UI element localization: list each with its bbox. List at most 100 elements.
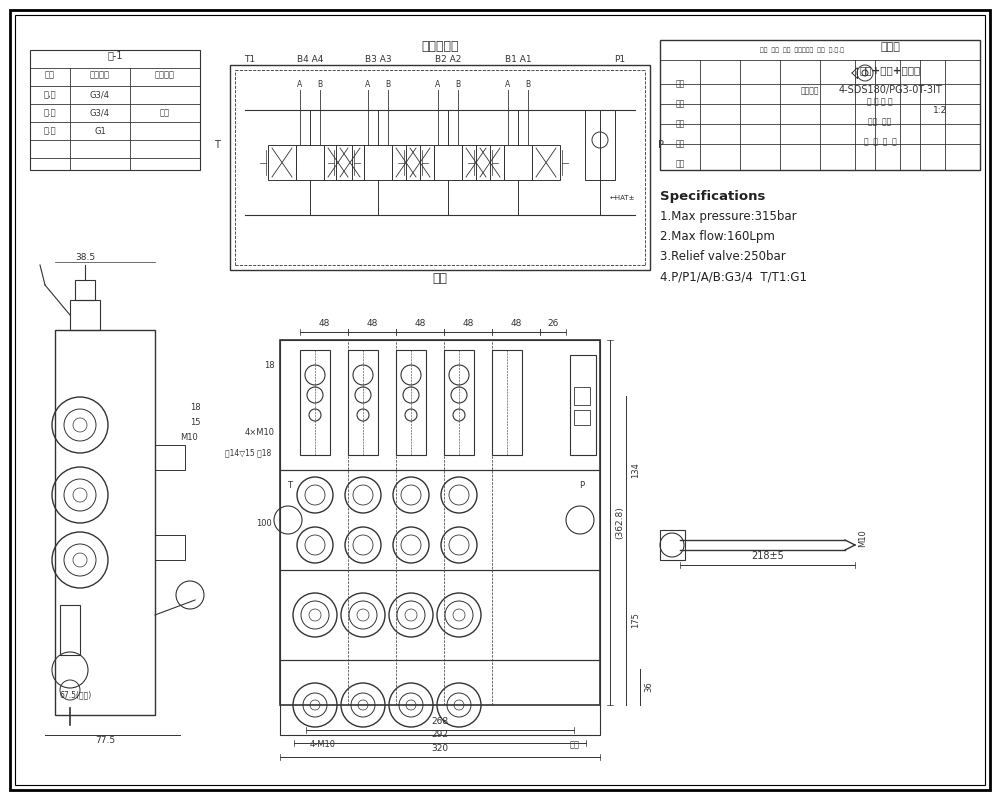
Text: T: T bbox=[214, 140, 220, 150]
Text: B: B bbox=[385, 80, 391, 89]
Text: 材料标记: 材料标记 bbox=[801, 86, 819, 95]
Text: 18: 18 bbox=[264, 361, 275, 370]
Bar bbox=[348, 350, 378, 455]
Text: 1.Max pressure:315bar: 1.Max pressure:315bar bbox=[660, 210, 797, 223]
Bar bbox=[155, 535, 185, 560]
Text: 15: 15 bbox=[190, 418, 200, 427]
Text: B3 A3: B3 A3 bbox=[365, 55, 391, 64]
Bar bbox=[280, 340, 600, 470]
Bar bbox=[60, 605, 80, 655]
Bar bbox=[585, 110, 615, 180]
Text: 外形图: 外形图 bbox=[880, 42, 900, 52]
Text: 校对: 校对 bbox=[675, 119, 685, 129]
Text: 218±5: 218±5 bbox=[751, 551, 784, 561]
Text: 液压原理图: 液压原理图 bbox=[421, 40, 459, 53]
Bar bbox=[444, 350, 474, 455]
Text: G3/4: G3/4 bbox=[90, 109, 110, 118]
Bar bbox=[230, 65, 650, 270]
Bar bbox=[392, 145, 420, 180]
Text: 审核: 审核 bbox=[675, 139, 685, 149]
Text: 左.右: 左.右 bbox=[44, 109, 56, 118]
Text: 重量  比例: 重量 比例 bbox=[868, 117, 892, 126]
Text: 100: 100 bbox=[256, 518, 272, 527]
Text: 292: 292 bbox=[432, 730, 448, 739]
Text: ←HAT±: ←HAT± bbox=[610, 195, 636, 201]
Bar bbox=[280, 470, 600, 570]
Bar bbox=[492, 350, 522, 455]
Bar bbox=[268, 145, 296, 180]
Bar bbox=[504, 145, 532, 180]
Bar bbox=[660, 530, 685, 560]
Text: 36: 36 bbox=[644, 682, 653, 692]
Text: M10: M10 bbox=[180, 433, 198, 442]
Text: 1:2: 1:2 bbox=[933, 106, 947, 115]
Text: A: A bbox=[505, 80, 511, 89]
Text: 48: 48 bbox=[318, 319, 330, 328]
Text: A: A bbox=[435, 80, 441, 89]
Text: 4.P/P1/A/B:G3/4  T/T1:G1: 4.P/P1/A/B:G3/4 T/T1:G1 bbox=[660, 270, 807, 283]
Bar bbox=[462, 145, 490, 180]
Text: 18: 18 bbox=[190, 403, 201, 412]
Bar bbox=[324, 145, 352, 180]
Text: 2.Max flow:160Lpm: 2.Max flow:160Lpm bbox=[660, 230, 775, 243]
Bar bbox=[30, 50, 200, 170]
Bar bbox=[364, 145, 392, 180]
Text: 26: 26 bbox=[547, 319, 559, 328]
Text: B4 A4: B4 A4 bbox=[297, 55, 323, 64]
Text: 辅料: 辅料 bbox=[570, 740, 580, 749]
Text: 48: 48 bbox=[462, 319, 474, 328]
Bar bbox=[570, 355, 596, 455]
Text: 表-1: 表-1 bbox=[107, 50, 123, 60]
Text: 四联+单联+双触点: 四联+单联+双触点 bbox=[859, 65, 921, 75]
Bar bbox=[532, 145, 560, 180]
Text: 串联: 串联 bbox=[432, 272, 448, 285]
Bar bbox=[75, 280, 95, 300]
Text: B: B bbox=[525, 80, 531, 89]
Bar bbox=[55, 330, 155, 715]
Text: 38.5: 38.5 bbox=[75, 253, 95, 262]
Bar bbox=[434, 145, 462, 180]
Text: 4-SDS180/PG3-0T-3IT: 4-SDS180/PG3-0T-3IT bbox=[838, 85, 942, 95]
Bar bbox=[574, 387, 590, 405]
Text: 标记: 标记 bbox=[675, 79, 685, 89]
Text: 工艺: 工艺 bbox=[675, 159, 685, 169]
Bar bbox=[300, 350, 330, 455]
Text: 268: 268 bbox=[431, 717, 449, 726]
Text: 左.右: 左.右 bbox=[44, 126, 56, 135]
Text: 螺纹规格: 螺纹规格 bbox=[90, 70, 110, 79]
Text: 实行: 实行 bbox=[675, 99, 685, 109]
Text: T1: T1 bbox=[244, 55, 256, 64]
Text: 4-M10: 4-M10 bbox=[310, 740, 336, 749]
Text: 48: 48 bbox=[414, 319, 426, 328]
Text: 320: 320 bbox=[431, 744, 449, 753]
Text: 左,右: 左,右 bbox=[44, 90, 56, 99]
Text: 连接方式: 连接方式 bbox=[155, 70, 175, 79]
Text: 接口: 接口 bbox=[45, 70, 55, 79]
Text: 67.5(轴端): 67.5(轴端) bbox=[60, 690, 92, 699]
Bar bbox=[396, 350, 426, 455]
Bar bbox=[155, 445, 185, 470]
Text: G3/4: G3/4 bbox=[90, 90, 110, 99]
Bar bbox=[660, 40, 980, 170]
Text: 48: 48 bbox=[510, 319, 522, 328]
Text: P: P bbox=[658, 140, 664, 150]
Bar bbox=[296, 145, 324, 180]
Text: M10: M10 bbox=[858, 530, 867, 547]
Text: Specifications: Specifications bbox=[660, 190, 765, 203]
Text: (362.8): (362.8) bbox=[615, 506, 624, 539]
Text: 48: 48 bbox=[366, 319, 378, 328]
Text: A: A bbox=[297, 80, 303, 89]
Text: 左14▽15 右18: 左14▽15 右18 bbox=[225, 448, 271, 457]
Text: 134: 134 bbox=[631, 462, 640, 478]
Bar bbox=[280, 660, 600, 735]
Text: 175: 175 bbox=[631, 612, 640, 628]
Bar bbox=[280, 570, 600, 660]
Text: 77.5: 77.5 bbox=[95, 736, 115, 745]
Text: 4×M10: 4×M10 bbox=[245, 428, 275, 437]
Text: 标记  代号  分区  标准件数量  签名  日.月.年: 标记 代号 分区 标准件数量 签名 日.月.年 bbox=[760, 47, 844, 53]
Text: 共 页 第 页: 共 页 第 页 bbox=[867, 97, 893, 106]
Bar bbox=[70, 300, 100, 330]
Text: 3.Relief valve:250bar: 3.Relief valve:250bar bbox=[660, 250, 786, 263]
Text: B: B bbox=[455, 80, 461, 89]
Text: B2 A2: B2 A2 bbox=[435, 55, 461, 64]
